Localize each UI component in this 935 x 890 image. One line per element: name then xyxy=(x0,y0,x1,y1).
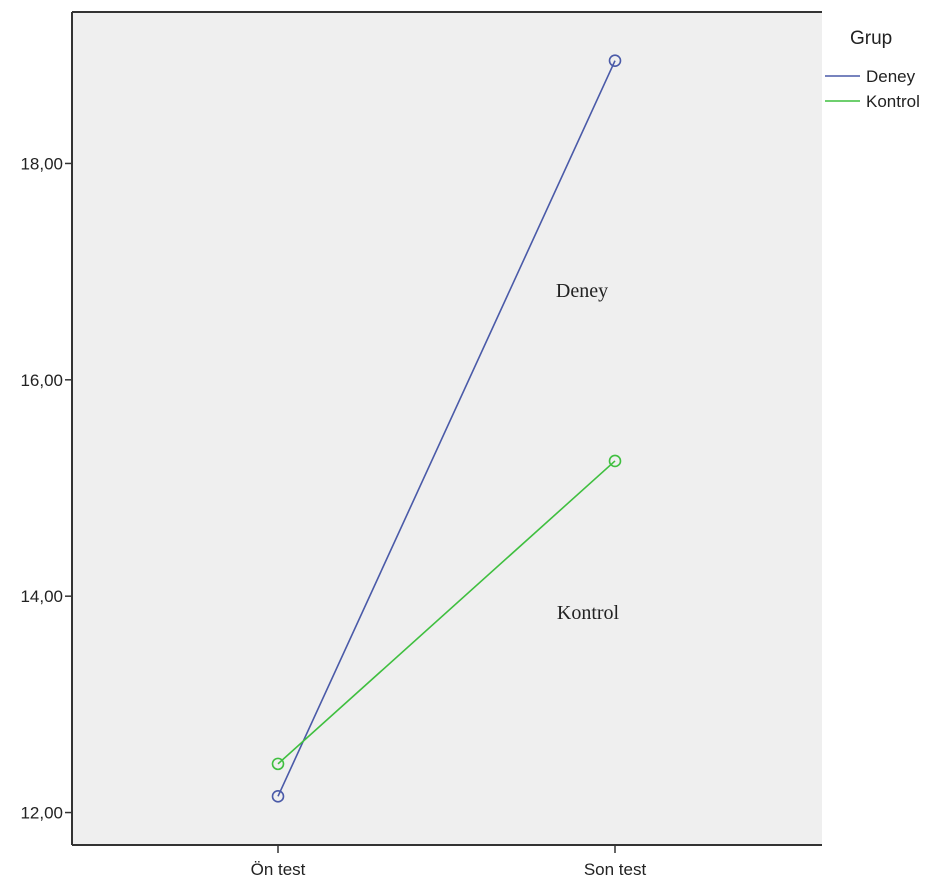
annotation-kontrol: Kontrol xyxy=(557,602,620,624)
y-tick-label: 18,00 xyxy=(20,154,63,173)
series-layer xyxy=(271,54,622,803)
y-tick-label: 12,00 xyxy=(20,804,63,823)
y-axis-ticks: 12,00 14,00 16,00 18,00 xyxy=(20,154,72,823)
y-tick-label: 16,00 xyxy=(20,371,63,390)
series-line-kontrol xyxy=(277,460,616,765)
x-tick-label: Son test xyxy=(584,860,647,879)
legend-label-deney: Deney xyxy=(866,67,916,86)
legend-label-kontrol: Kontrol xyxy=(866,92,920,111)
x-axis-ticks: Ön test Son test xyxy=(251,845,647,879)
x-tick-label: Ön test xyxy=(251,860,306,879)
data-point-deney xyxy=(608,54,622,67)
y-tick-label: 14,00 xyxy=(20,587,63,606)
annotation-deney: Deney xyxy=(556,280,608,302)
data-point-deney xyxy=(271,790,285,803)
series-line-deney xyxy=(277,60,616,797)
data-point-kontrol xyxy=(271,757,285,771)
legend: Grup Deney Kontrol xyxy=(825,28,920,111)
data-point-kontrol xyxy=(608,454,622,468)
legend-title: Grup xyxy=(850,28,892,49)
